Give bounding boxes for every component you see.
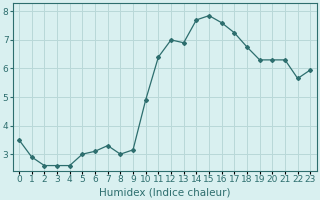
X-axis label: Humidex (Indice chaleur): Humidex (Indice chaleur) (99, 187, 230, 197)
